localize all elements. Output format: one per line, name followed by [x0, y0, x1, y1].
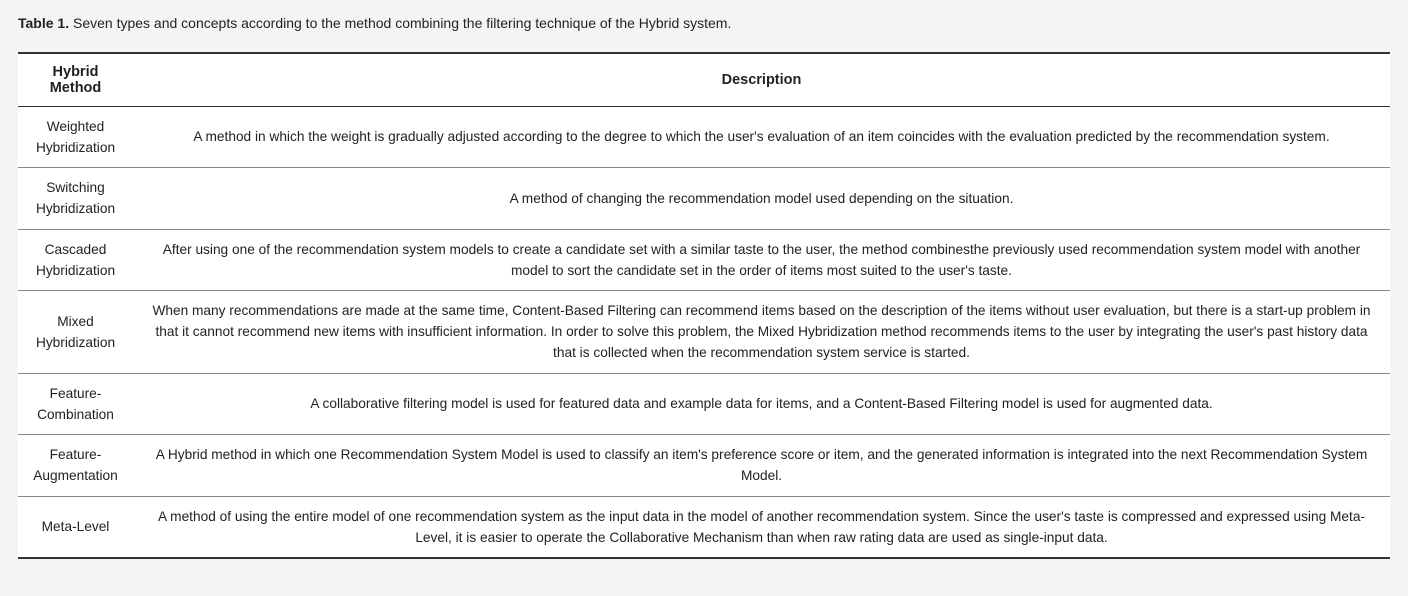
table-row: Mixed Hybridization When many recommenda…	[18, 291, 1390, 374]
cell-description: A method of using the entire model of on…	[133, 496, 1390, 558]
cell-description: When many recommendations are made at th…	[133, 291, 1390, 374]
cell-method: Feature-Combination	[18, 373, 133, 434]
cell-description: A collaborative filtering model is used …	[133, 373, 1390, 434]
table-row: Cascaded Hybridization After using one o…	[18, 229, 1390, 290]
cell-description: After using one of the recommendation sy…	[133, 229, 1390, 290]
col-header-method: Hybrid Method	[18, 53, 133, 107]
cell-description: A Hybrid method in which one Recommendat…	[133, 435, 1390, 496]
table-header-row: Hybrid Method Description	[18, 53, 1390, 107]
cell-method: Weighted Hybridization	[18, 106, 133, 167]
hybrid-methods-table: Hybrid Method Description Weighted Hybri…	[18, 52, 1390, 560]
col-header-description: Description	[133, 53, 1390, 107]
table-row: Feature-Combination A collaborative filt…	[18, 373, 1390, 434]
table-row: Switching Hybridization A method of chan…	[18, 168, 1390, 229]
cell-method: Feature-Augmentation	[18, 435, 133, 496]
cell-description: A method of changing the recommendation …	[133, 168, 1390, 229]
table-caption-text: Seven types and concepts according to th…	[69, 15, 731, 31]
cell-method: Mixed Hybridization	[18, 291, 133, 374]
table-caption-label: Table 1.	[18, 15, 69, 31]
cell-method: Meta-Level	[18, 496, 133, 558]
table-row: Weighted Hybridization A method in which…	[18, 106, 1390, 167]
cell-method: Switching Hybridization	[18, 168, 133, 229]
cell-method: Cascaded Hybridization	[18, 229, 133, 290]
table-caption: Table 1. Seven types and concepts accord…	[18, 14, 1390, 34]
table-row: Feature-Augmentation A Hybrid method in …	[18, 435, 1390, 496]
cell-description: A method in which the weight is graduall…	[133, 106, 1390, 167]
table-row: Meta-Level A method of using the entire …	[18, 496, 1390, 558]
